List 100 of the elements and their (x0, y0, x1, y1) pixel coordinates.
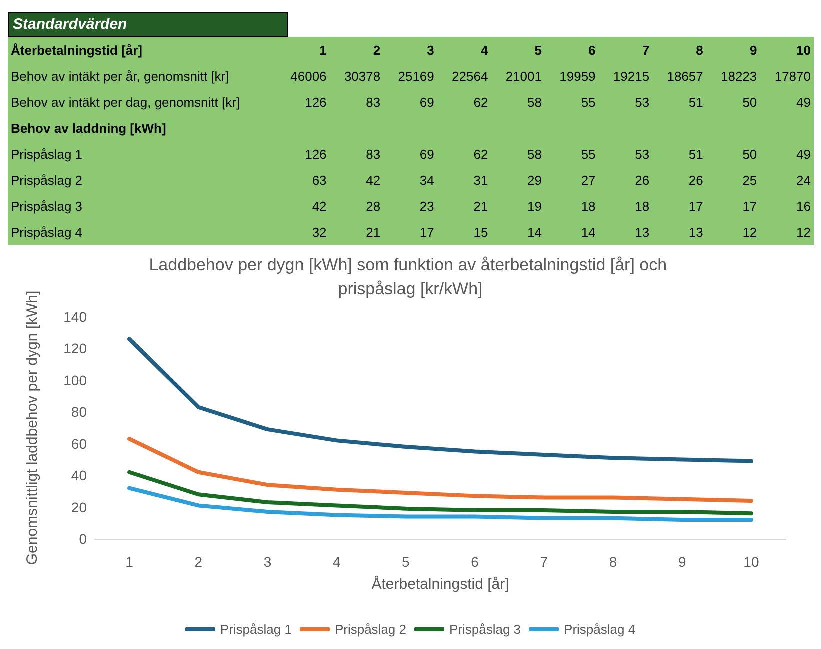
line-series (128, 337, 754, 464)
y-tick-label: 60 (71, 436, 88, 452)
y-axis-title: Genomsnittligt laddbehov per dygn [kWh] (24, 290, 41, 566)
data-label: 22564 (451, 68, 490, 86)
x-tick-label: 5 (534, 42, 543, 60)
x-tick-label: 6 (471, 554, 480, 570)
data-label: 25 (742, 172, 758, 190)
data-label: 27 (580, 172, 597, 190)
data-label: 50 (742, 146, 758, 164)
data-label: 31 (472, 172, 490, 190)
x-tick-label: 7 (641, 42, 651, 60)
data-label: 32 (311, 224, 328, 242)
data-label: 69 (418, 94, 436, 112)
line-series (128, 437, 754, 503)
data-label: 34 (418, 172, 436, 190)
data-label: 17 (688, 198, 704, 216)
data-label: 21 (472, 198, 490, 216)
x-tick-label: 4 (480, 42, 490, 60)
y-tick-label: Behov av laddning [kWh] (10, 120, 168, 138)
legend-label: Prispåslag 4 (564, 622, 636, 637)
x-tick-label: 8 (695, 42, 704, 60)
line-series (128, 470, 754, 516)
data-label: 19959 (558, 68, 597, 86)
chart-title: Laddbehov per dygn [kWh] som funktion av återbetalningstid [år] och prispåslag [kr/kWh] (149, 256, 672, 298)
x-tick-label: 9 (678, 554, 686, 570)
data-label: 13 (634, 224, 651, 242)
data-label: 126 (304, 94, 328, 112)
data-label: 62 (472, 94, 490, 112)
data-label: 15 (472, 224, 490, 242)
data-label: 18223 (720, 68, 758, 86)
data-label: 49 (796, 146, 812, 164)
y-tick-label: Prispåslag 2 (10, 172, 84, 190)
y-tick-label: 120 (64, 340, 88, 357)
data-label: 14 (580, 224, 597, 242)
text: Standardvärden (8, 12, 288, 37)
data-label: 28 (365, 198, 382, 216)
data-label: 46006 (290, 68, 328, 86)
data-label: 17 (418, 224, 436, 242)
data-label: 21001 (504, 68, 543, 86)
data-label: 17870 (774, 68, 812, 86)
legend-label: Prispåslag 3 (450, 622, 522, 637)
data-label: 50 (742, 94, 758, 112)
y-tick-label: Behov av intäkt per dag, genomsnitt [kr] (10, 94, 242, 112)
data-label: 17 (742, 198, 758, 216)
y-tick-label: Prispåslag 4 (10, 224, 84, 242)
x-tick-label: 7 (540, 554, 548, 570)
data-label: 26 (688, 172, 704, 190)
x-axis-title: Återbetalningstid [år] (10, 42, 144, 60)
data-label: 51 (688, 146, 704, 164)
data-label: 58 (526, 94, 543, 112)
x-tick-label: 5 (402, 554, 410, 570)
legend-label: Prispåslag 2 (334, 622, 407, 637)
x-tick-label: 10 (744, 554, 760, 570)
data-label: 53 (634, 146, 651, 164)
y-tick-label: Prispåslag 3 (10, 198, 84, 216)
y-tick-label: 140 (64, 309, 88, 325)
x-tick-label: 6 (588, 42, 597, 60)
data-label: 23 (418, 198, 436, 216)
data-label: 55 (580, 146, 597, 164)
data-label: 53 (634, 94, 651, 112)
data-label: 18 (634, 198, 651, 216)
data-label: 51 (688, 94, 704, 112)
data-label: 25169 (397, 68, 436, 86)
y-tick-label: 100 (64, 372, 88, 388)
data-label: 19 (526, 198, 543, 216)
x-tick-label: 8 (609, 554, 618, 570)
data-label: 29 (526, 172, 543, 190)
data-label: 21 (365, 224, 382, 242)
x-tick-label: 3 (264, 554, 272, 570)
data-label: 18657 (666, 68, 704, 86)
x-tick-label: 1 (318, 42, 328, 60)
data-label: 18 (580, 198, 597, 216)
data-label: 14 (526, 224, 543, 242)
y-tick-label: 40 (71, 468, 88, 484)
data-label: 126 (304, 146, 328, 164)
data-label: 55 (580, 94, 597, 112)
x-tick-label: 9 (748, 42, 758, 60)
data-label: 58 (526, 146, 543, 164)
data-label: 42 (365, 172, 382, 190)
x-axis-title: Återbetalningstid [år] (372, 575, 510, 593)
data-label: 26 (634, 172, 651, 190)
data-label: 69 (418, 146, 436, 164)
x-tick-label: 3 (426, 42, 436, 60)
data-label: 83 (365, 94, 382, 112)
data-label: 13 (688, 224, 704, 242)
x-tick-label: 10 (796, 42, 812, 60)
data-label: 12 (742, 224, 758, 242)
x-tick-label: 4 (332, 554, 341, 570)
data-label: 19215 (612, 68, 651, 86)
data-label: 42 (311, 198, 328, 216)
y-tick-label: 20 (71, 499, 88, 516)
data-label: 49 (796, 94, 812, 112)
y-tick-label: 0 (79, 531, 88, 547)
data-label: 83 (365, 146, 382, 164)
x-tick-label: 2 (194, 554, 203, 570)
y-tick-label: 80 (71, 404, 88, 420)
y-tick-label: Behov av intäkt per år, genomsnitt [kr] (10, 68, 230, 86)
y-tick-label: Prispåslag 1 (10, 146, 84, 164)
x-tick-label: 1 (126, 554, 134, 570)
data-label: 16 (796, 198, 812, 216)
